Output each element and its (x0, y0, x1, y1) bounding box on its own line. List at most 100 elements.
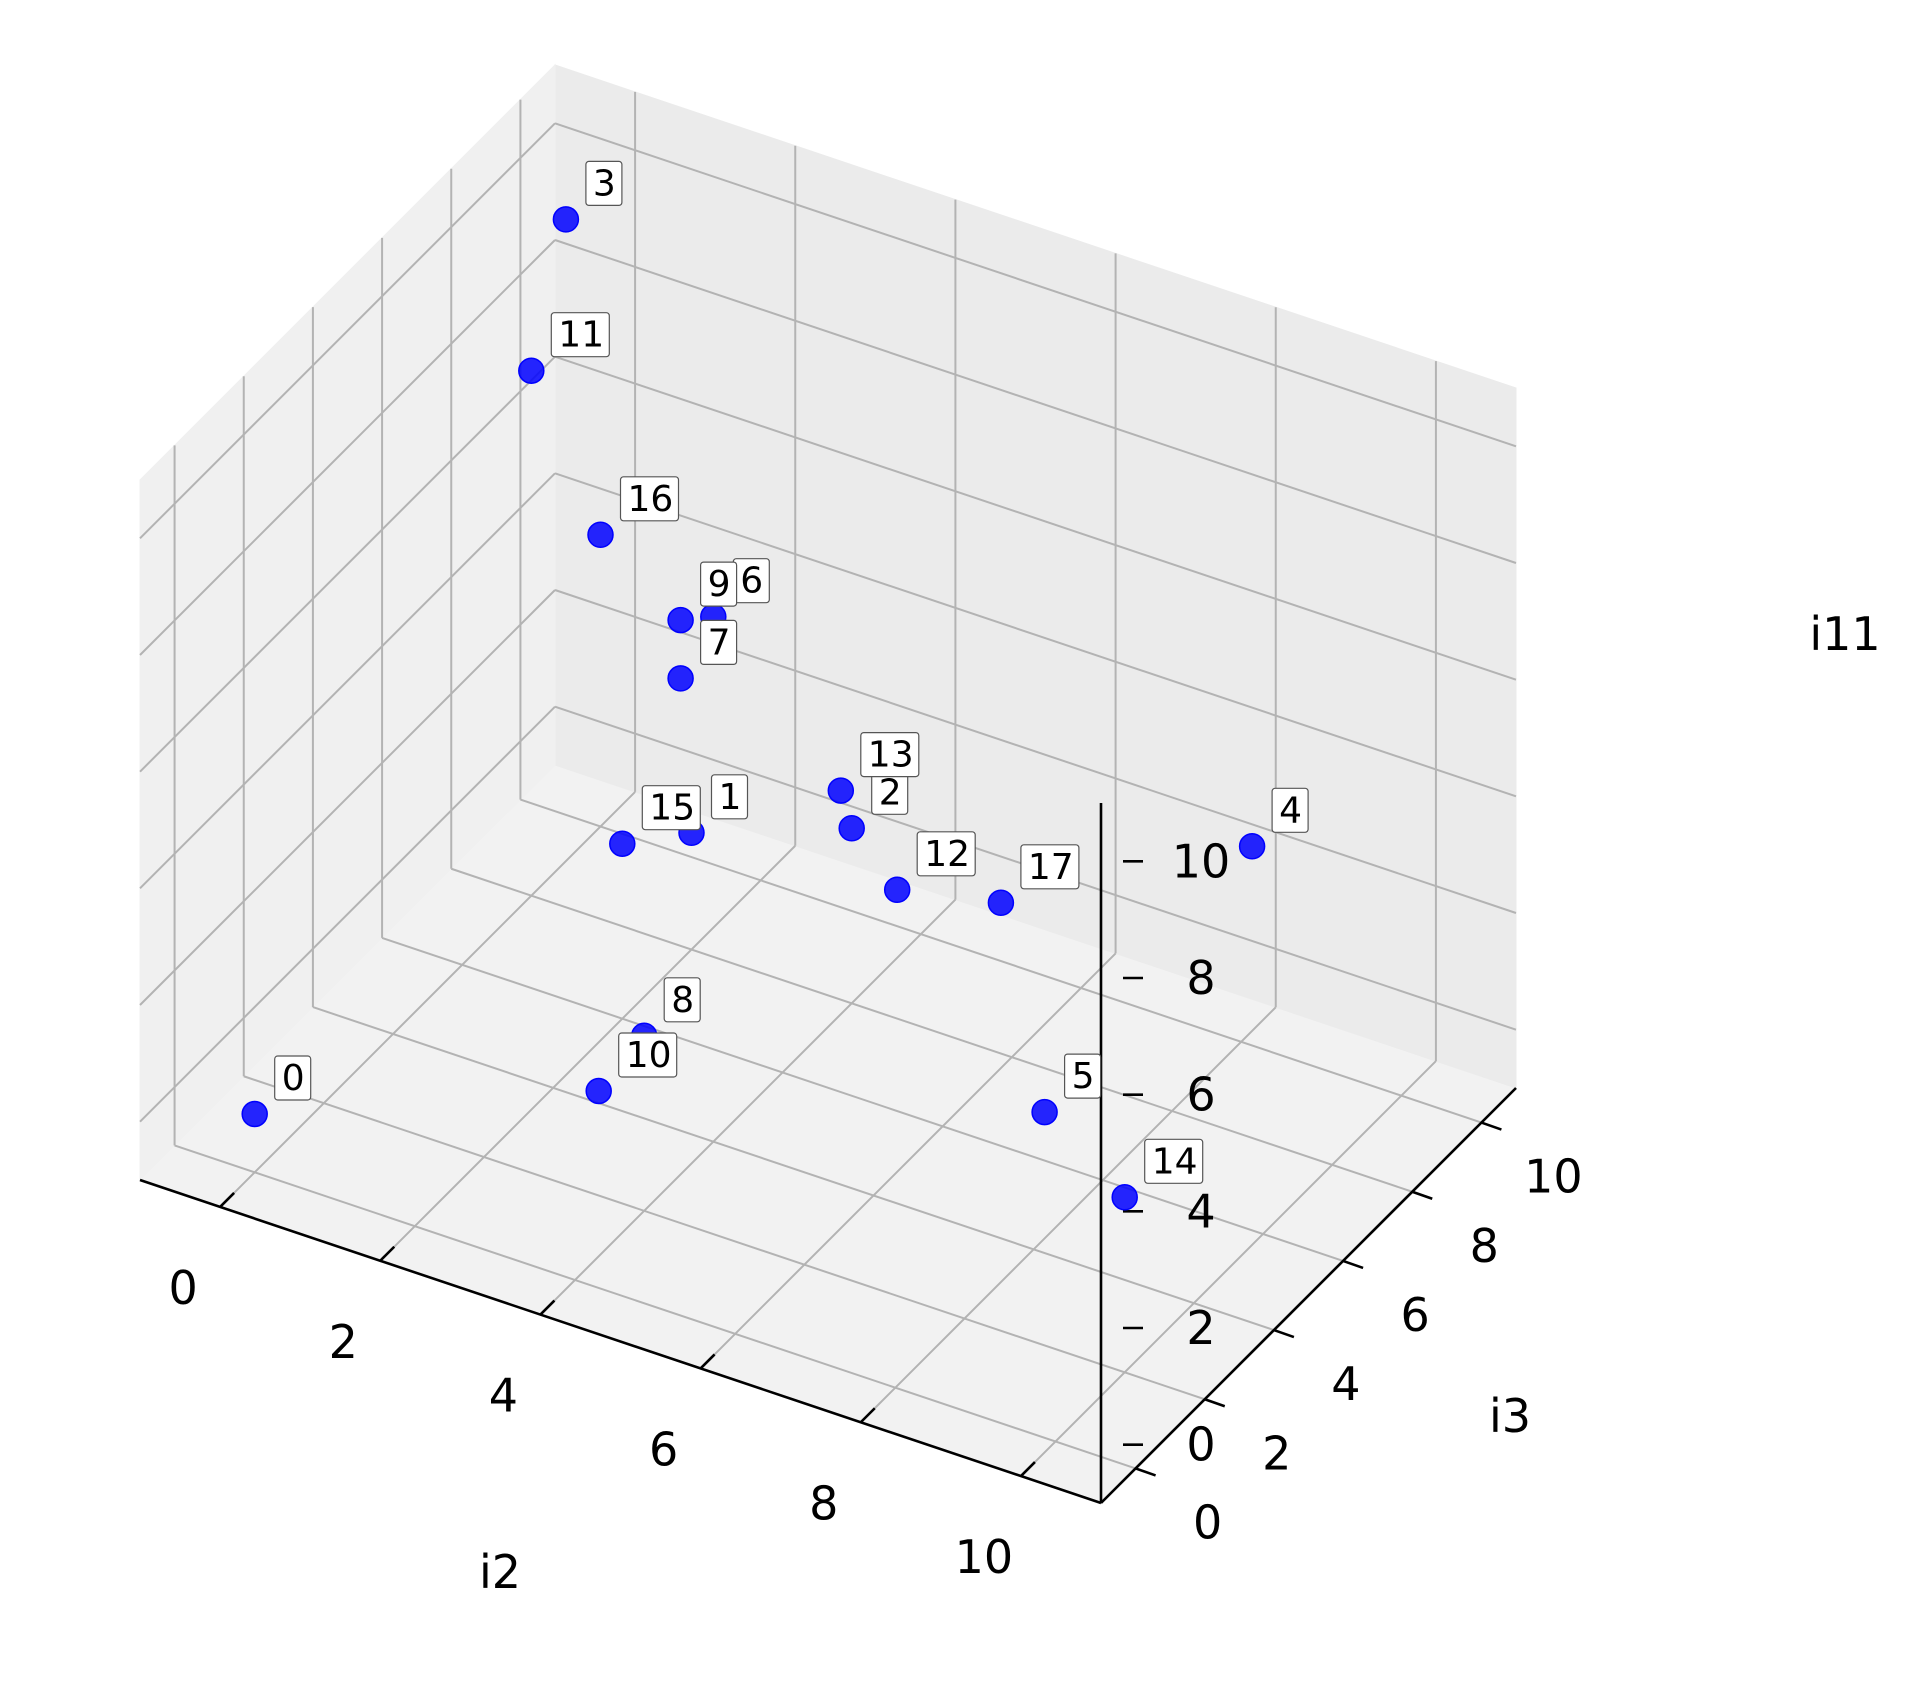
grid-line-x-floor (379, 845, 796, 1262)
point-label-box (550, 312, 610, 358)
point-label: 16 (628, 479, 674, 520)
y-axis-label: i3 (1489, 1389, 1531, 1443)
data-point (609, 830, 636, 857)
data-point (241, 1100, 268, 1128)
data-point (552, 206, 580, 233)
point-label: 14 (1152, 1141, 1198, 1182)
data-point (827, 777, 855, 804)
z-tick-label: 6 (1186, 1068, 1215, 1122)
grid-line-y-floor (520, 798, 1482, 1124)
x-axis-tick (699, 1353, 716, 1370)
y-tick-label: 10 (1524, 1150, 1583, 1204)
point-label-box (710, 774, 749, 820)
y-axis-tick (1480, 1121, 1502, 1131)
x-tick-label: 0 (168, 1261, 197, 1315)
grid-line-z-back (554, 239, 1517, 564)
grid-line-y-floor (174, 1144, 1136, 1470)
point-label: 11 (558, 315, 604, 356)
point-label: 3 (593, 163, 616, 204)
point-label: 13 (868, 735, 914, 776)
grid-line-y-floor (312, 1006, 1275, 1332)
data-point (987, 889, 1015, 917)
point-label: 5 (1072, 1056, 1095, 1097)
data-point (585, 1077, 612, 1105)
y-axis-line (1100, 1087, 1517, 1504)
z-axis-label: i11 (1809, 607, 1880, 661)
y-axis-tick (1342, 1259, 1364, 1270)
data-point (518, 357, 545, 384)
point-label-box (699, 619, 738, 666)
point-label-box (663, 977, 701, 1023)
point-label-box (585, 160, 623, 206)
data-point (1238, 833, 1266, 860)
point-label: 7 (708, 622, 731, 663)
data-point (883, 876, 911, 904)
point-label: 17 (1028, 847, 1074, 888)
grid-line-z-side (139, 355, 556, 773)
data-point (667, 606, 694, 634)
x-axis-tick (859, 1407, 876, 1424)
grid-line-y-floor (243, 1075, 1206, 1401)
x-axis-line (139, 1178, 1102, 1505)
grid-lines (139, 91, 1517, 1477)
z-tick-label: 4 (1186, 1184, 1215, 1238)
x-tick-label: 4 (489, 1369, 518, 1423)
point-label-box (274, 1055, 312, 1101)
point-label: 8 (671, 980, 694, 1021)
grid-line-x-floor (860, 1006, 1277, 1423)
point-label-box (1063, 1053, 1102, 1099)
y-tick-label: 2 (1262, 1426, 1291, 1480)
point-label: 4 (1279, 790, 1302, 831)
grid-line-y-floor (450, 867, 1413, 1193)
grid-line-z-side (139, 472, 556, 890)
grid-line-z-side (139, 122, 556, 540)
grid-line-z-back (554, 472, 1517, 798)
y-tick-label: 8 (1470, 1219, 1499, 1273)
point-label-box (1020, 844, 1080, 890)
axis-panes (139, 63, 1517, 1504)
point-label: 6 (740, 561, 763, 602)
x-tick-label: 6 (649, 1422, 678, 1476)
data-point (1111, 1184, 1138, 1211)
x-tick-label: 2 (329, 1315, 358, 1369)
x-tick-label: 8 (809, 1476, 838, 1530)
z-tick-label: 2 (1186, 1301, 1215, 1355)
y-axis-tick (1411, 1190, 1433, 1200)
point-label: 10 (626, 1035, 672, 1076)
point-label-box (1271, 787, 1309, 833)
data-point (838, 815, 865, 842)
point-label-box (1144, 1138, 1204, 1184)
point-label: 1 (719, 777, 742, 818)
z-tick-label: 0 (1186, 1418, 1215, 1472)
point-label: 15 (649, 788, 695, 829)
x-tick-label: 10 (955, 1530, 1014, 1584)
x-axis-tick (539, 1299, 556, 1316)
y-tick-label: 0 (1193, 1495, 1222, 1549)
grid-line-z-side (139, 239, 556, 656)
grid-line-z-side (139, 589, 556, 1006)
data-point (587, 521, 614, 549)
grid-line-x-floor (219, 791, 636, 1208)
data-point (1031, 1098, 1058, 1126)
grid-line-x-floor (1020, 1060, 1437, 1477)
grid-line-z-back (554, 122, 1517, 448)
y-tick-label: 6 (1400, 1288, 1429, 1342)
point-label: 9 (708, 564, 731, 605)
y-tick-label: 4 (1331, 1357, 1360, 1411)
y-axis-tick (1135, 1467, 1157, 1477)
x-axis-tick (379, 1245, 396, 1262)
point-label: 2 (879, 772, 902, 813)
point-label-box (619, 476, 680, 522)
grid-line-z-side (139, 705, 556, 1123)
point-label: 12 (924, 834, 970, 875)
x-axis-tick (219, 1191, 236, 1208)
data-point (667, 665, 694, 692)
x-axis-label: i2 (479, 1545, 521, 1599)
z-tick-label: 8 (1186, 951, 1215, 1005)
y-axis-tick (1204, 1398, 1226, 1408)
point-label: 0 (282, 1058, 305, 1099)
grid-line-x-floor (539, 898, 957, 1316)
x-axis-tick (1019, 1461, 1036, 1478)
